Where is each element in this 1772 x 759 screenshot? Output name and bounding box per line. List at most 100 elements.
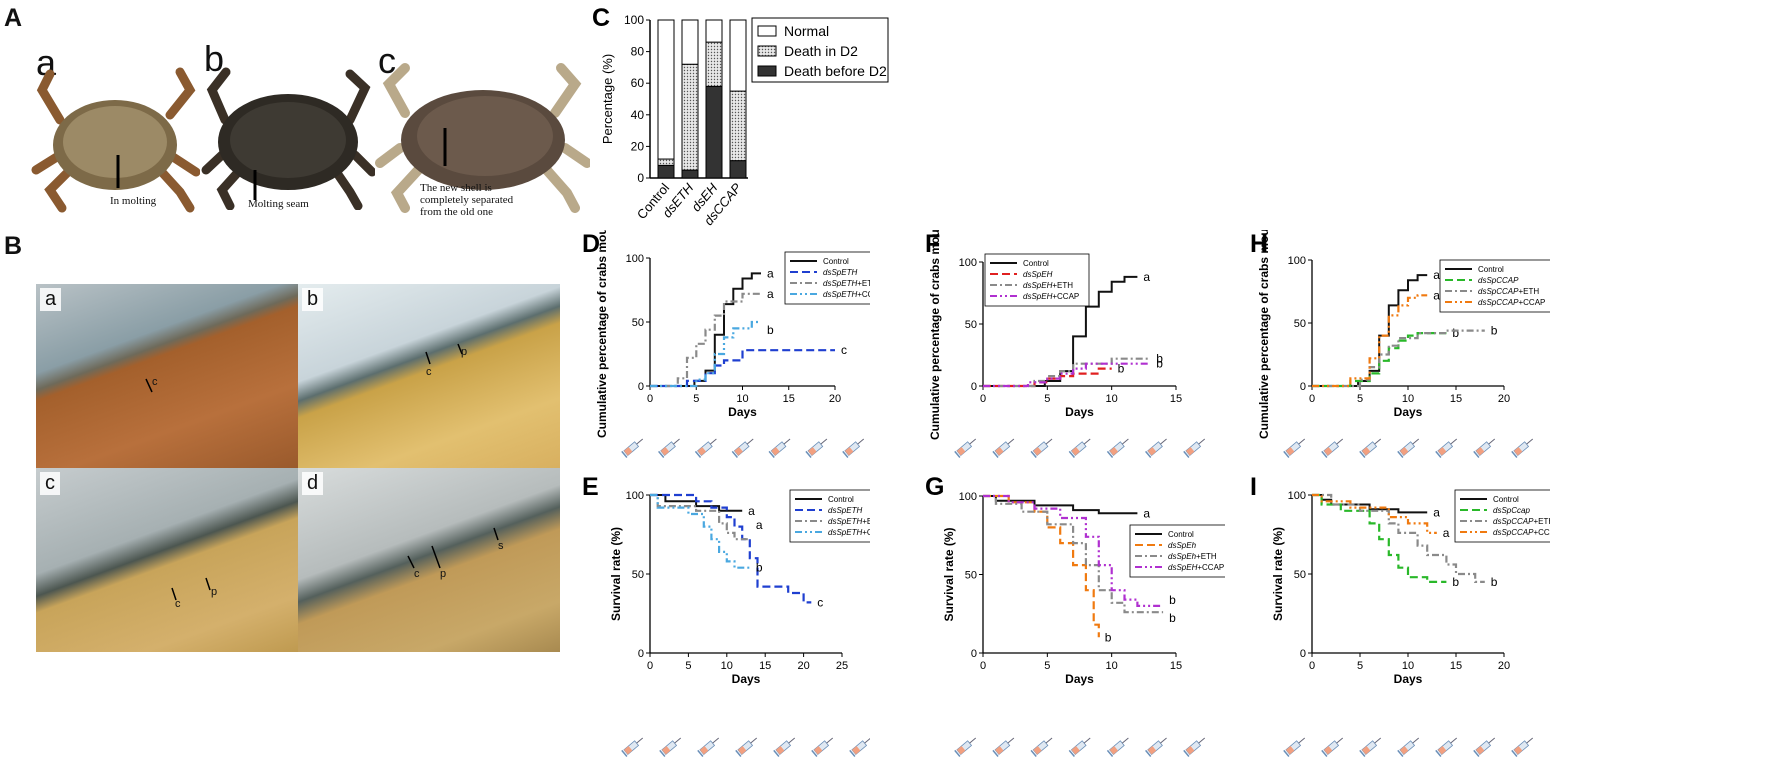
panel-a-sub-c-label: c [378, 40, 396, 81]
chart-h-x-tick-label: 0 [1309, 393, 1315, 405]
chart-e-y-tick-label: 100 [626, 490, 644, 502]
syringe-icon [1183, 737, 1206, 757]
chart-g-ylabel: Survival rate (%) [942, 527, 956, 621]
chart-c-ylabel: Percentage (%) [600, 54, 615, 144]
chart-c-y-tick-label: 80 [631, 45, 645, 59]
chart-h-series-end-label: b [1452, 326, 1459, 340]
micrograph-a-label: a [40, 288, 62, 311]
chart-d-legend-label: Control [823, 257, 849, 266]
chart-d-x-tick-label: 20 [829, 393, 841, 405]
chart-e-panel-label: E [582, 473, 599, 501]
chart-e-x-tick-label: 5 [685, 660, 691, 672]
chart-g-series-end-label: b [1105, 630, 1112, 644]
chart-e-xlabel: Days [732, 672, 761, 686]
chart-i-series-end-label: b [1452, 575, 1459, 589]
chart-g: G 0 50 100 0 5 10 15 Days Survival rate (%) a b b b Co… [925, 455, 1225, 759]
chart-e-series-end-label: b [756, 561, 763, 575]
chart-d-x-tick-label: 5 [693, 393, 699, 405]
chart-h-series-line [1312, 294, 1428, 388]
chart-h-legend-label: dsSpCCAP+ETH [1478, 287, 1539, 296]
chart-i-x-tick-label: 15 [1450, 660, 1462, 672]
chart-d-series-line [650, 349, 835, 388]
chart-h-x-tick-label: 10 [1402, 393, 1414, 405]
chart-d-y-tick-label: 0 [638, 381, 644, 393]
chart-h-ylabel: Cumulative percentage of crabs moulted [1257, 230, 1271, 439]
chart-i-panel-label: I [1250, 473, 1257, 501]
chart-c-panel-label: C [592, 4, 610, 32]
chart-g-legend-label: dsSpEH+CCAP [1168, 563, 1224, 572]
chart-i-x-tick-label: 5 [1357, 660, 1363, 672]
syringe-icon [731, 438, 754, 458]
chart-c-bar-segment [681, 169, 699, 179]
panel-a-sub-b-label: b [204, 38, 225, 79]
chart-f-legend-label: dsSpEH [1023, 270, 1053, 279]
syringe-icon [1183, 438, 1206, 458]
syringe-icon [735, 737, 758, 757]
chart-i-x-tick-label: 10 [1402, 660, 1414, 672]
chart-f-ylabel: Cumulative percentage of crabs moulted [928, 230, 942, 440]
chart-i-x-tick-label: 20 [1498, 660, 1510, 672]
chart-i-xlabel: Days [1394, 672, 1423, 686]
chart-h-series-line [1312, 274, 1428, 387]
chart-d-x-tick-label: 15 [783, 393, 795, 405]
chart-c-legend-swatch [757, 25, 777, 37]
micrograph-d-mark-p: p [440, 568, 447, 580]
chart-c-legend-swatch [757, 65, 777, 77]
chart-h-series-end-label: a [1433, 288, 1440, 302]
syringe-icon [954, 737, 977, 757]
syringe-icon [1145, 438, 1167, 458]
chart-i-y-tick-label: 0 [1300, 648, 1306, 660]
syringe-icon [811, 737, 834, 757]
chart-h-svg: H 0 50 100 0 5 10 15 20 Days Cumulative percentage… [1250, 230, 1550, 458]
chart-c-bar-segment [729, 90, 747, 162]
chart-g-series-line [983, 494, 1100, 638]
chart-f-series-line [983, 367, 1112, 388]
syringe-icon [1283, 737, 1306, 757]
syringe-icon [1511, 438, 1534, 458]
chart-i-series-end-label: b [1491, 575, 1498, 589]
chart-c-bar-segment [681, 19, 699, 65]
syringe-icon [1359, 438, 1382, 458]
chart-h-x-tick-label: 5 [1357, 393, 1363, 405]
chart-i-y-tick-label: 50 [1294, 569, 1306, 581]
syringe-icon [992, 438, 1015, 458]
syringe-icon [1473, 737, 1496, 757]
syringe-icon [849, 737, 870, 757]
chart-e-svg: E 0 50 100 0 5 10 15 20 25 Days Survival rate (%) a c… [582, 473, 870, 757]
chart-d-series-end-label: a [767, 266, 774, 280]
chart-f-xlabel: Days [1065, 405, 1094, 419]
micrograph-c-mark-c: c [175, 598, 181, 610]
chart-g-legend-label: dsSpEh+ETH [1168, 552, 1217, 561]
chart-g-series-line [983, 494, 1164, 607]
micrograph-b: b c p [298, 284, 560, 468]
chart-d-legend-label: dsSpETH [823, 268, 857, 277]
micrograph-d: d c p s [298, 468, 560, 652]
chart-f-series-line [983, 275, 1138, 387]
chart-f-series-end-label: b [1118, 362, 1125, 376]
chart-e-legend-label: dsSpETH+CCAP [828, 528, 870, 537]
chart-c-bar-segment [729, 160, 747, 179]
chart-e-legend-label: dsSpETH+ETH [828, 517, 870, 526]
chart-i-legend-label: dsSpCcap [1493, 506, 1530, 515]
syringe-icon [773, 737, 796, 757]
syringe-icon [694, 438, 717, 458]
chart-e-series-line [650, 493, 750, 569]
chart-d-series-end-label: b [767, 323, 774, 337]
chart-h-y-tick-label: 100 [1288, 255, 1306, 267]
chart-e-y-tick-label: 0 [638, 648, 644, 660]
chart-h-legend-label: Control [1478, 265, 1504, 274]
chart-e-y-tick-label: 50 [632, 569, 644, 581]
chart-i-legend-label: Control [1493, 495, 1519, 504]
chart-h-series-end-label: b [1491, 324, 1498, 338]
chart-c-bar-segment [729, 19, 747, 92]
chart-c-bar-segment [657, 158, 675, 166]
chart-c-bar-segment [705, 85, 723, 179]
chart-d-x-tick-label: 10 [736, 393, 748, 405]
chart-g-x-tick-label: 5 [1044, 660, 1050, 672]
chart-g-series-end-label: b [1169, 593, 1176, 607]
syringe-icon [1030, 737, 1053, 757]
panel-a-label: A [4, 4, 23, 32]
syringe-icon [842, 438, 865, 458]
chart-g-x-tick-label: 10 [1106, 660, 1118, 672]
